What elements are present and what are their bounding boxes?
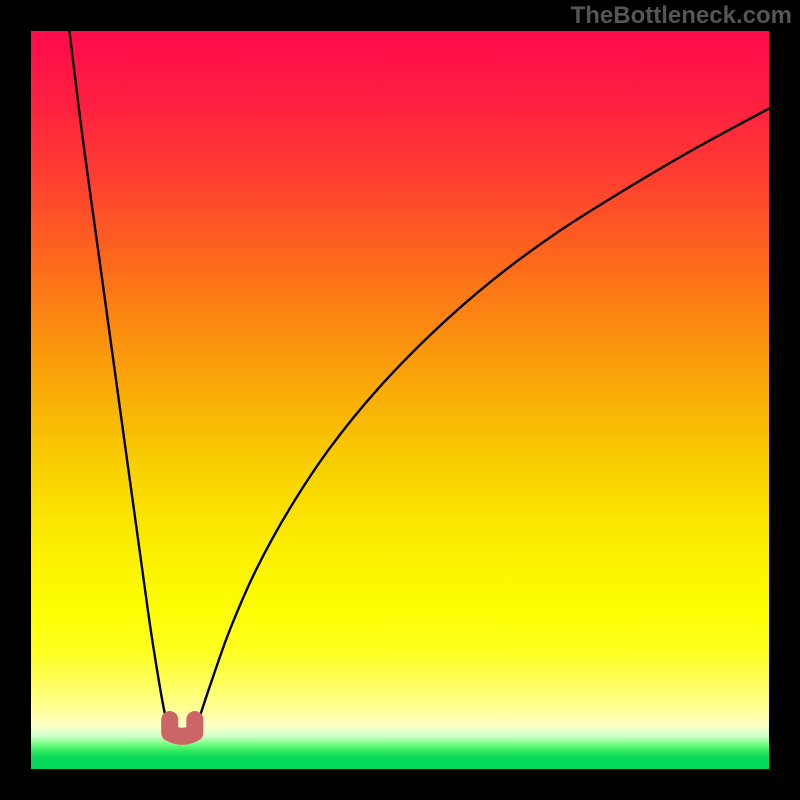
watermark-text: TheBottleneck.com [571,2,792,30]
chart-overlay [31,31,769,769]
bottleneck-marker [170,720,195,737]
curve-right-branch [195,108,769,731]
curve-left-branch [69,31,169,731]
